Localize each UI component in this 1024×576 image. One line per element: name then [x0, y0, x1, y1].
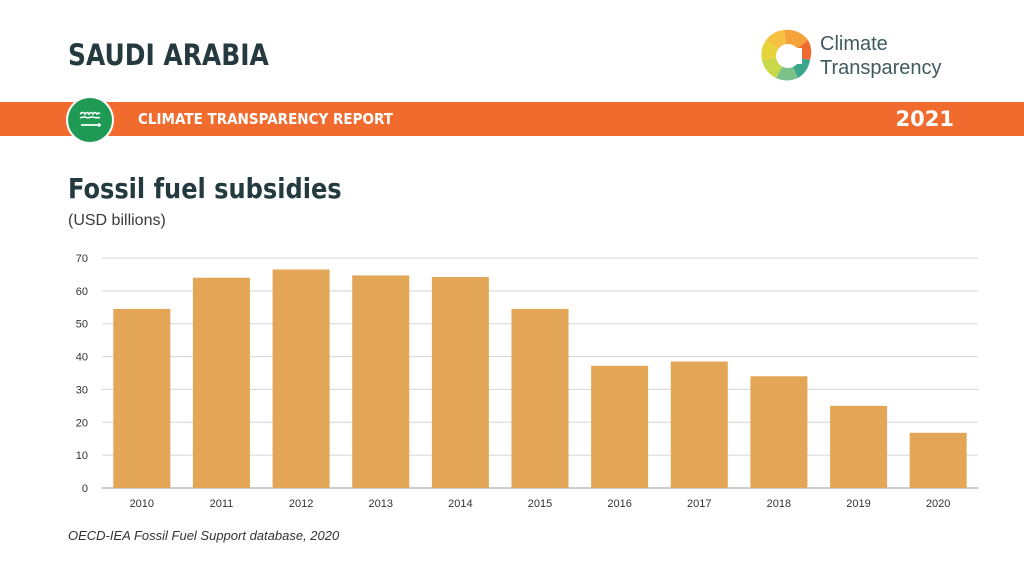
country-title: SAUDI ARABIA — [68, 38, 269, 72]
bar — [511, 308, 569, 488]
bar — [352, 275, 410, 488]
saudi-flag-icon — [68, 98, 112, 142]
y-tick-label: 20 — [76, 417, 88, 429]
x-tick-label: 2012 — [289, 498, 313, 510]
report-year: 2021 — [895, 107, 954, 131]
x-tick-label: 2015 — [528, 498, 552, 510]
bar — [272, 269, 330, 488]
logo-text-line1: Climate — [820, 33, 888, 55]
chart-title: Fossil fuel subsidies — [68, 172, 342, 205]
climate-transparency-logo: Climate Transparency — [758, 26, 968, 86]
y-tick-label: 30 — [76, 384, 88, 396]
bar — [750, 376, 808, 488]
y-tick-label: 50 — [76, 319, 88, 331]
bar — [113, 308, 171, 488]
x-tick-label: 2014 — [448, 498, 472, 510]
bar — [431, 277, 489, 488]
x-tick-label: 2016 — [607, 498, 631, 510]
x-tick-label: 2013 — [368, 498, 392, 510]
logo-mark-icon — [761, 29, 812, 81]
y-tick-label: 60 — [76, 286, 88, 298]
logo-text-line2: Transparency — [820, 57, 942, 79]
bar — [192, 277, 250, 488]
bar — [909, 432, 967, 488]
source-note: OECD-IEA Fossil Fuel Support database, 2… — [68, 528, 340, 543]
report-band: CLIMATE TRANSPARENCY REPORT 2021 — [0, 102, 1024, 136]
x-tick-label: 2011 — [210, 498, 234, 510]
x-tick-label: 2017 — [687, 498, 711, 510]
y-tick-label: 70 — [76, 253, 88, 265]
bar — [591, 365, 649, 488]
x-tick-label: 2019 — [846, 498, 870, 510]
x-tick-label: 2018 — [767, 498, 791, 510]
bar — [670, 361, 728, 488]
y-tick-label: 0 — [82, 483, 88, 495]
bar — [830, 405, 888, 488]
y-tick-label: 40 — [76, 352, 88, 364]
x-tick-label: 2020 — [926, 498, 950, 510]
x-tick-label: 2010 — [130, 498, 154, 510]
report-title: CLIMATE TRANSPARENCY REPORT — [138, 110, 393, 128]
chart-unit-label: (USD billions) — [68, 212, 166, 229]
y-tick-label: 10 — [76, 450, 88, 462]
